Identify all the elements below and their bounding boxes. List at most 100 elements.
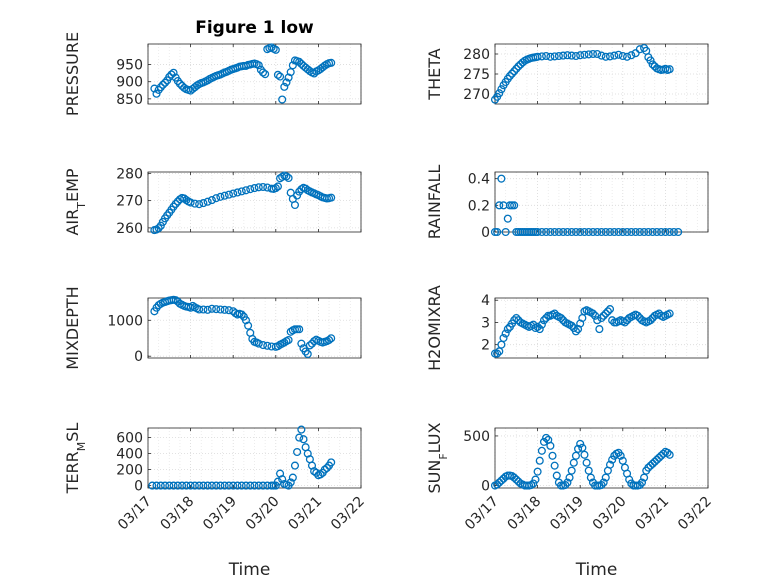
data-point xyxy=(542,313,551,323)
y-tick-label: 1000 xyxy=(107,313,143,329)
data-point xyxy=(199,199,208,208)
data-point xyxy=(635,480,644,490)
data-point xyxy=(584,466,593,475)
data-point xyxy=(156,83,165,92)
y-axis-label: AIRTEMP xyxy=(63,168,88,235)
data-point xyxy=(542,51,551,61)
data-point xyxy=(305,341,314,350)
data-point xyxy=(603,307,612,316)
data-point xyxy=(567,227,576,237)
data-point xyxy=(233,188,242,197)
data-point xyxy=(563,478,572,487)
data-point xyxy=(237,187,246,196)
data-point xyxy=(503,325,512,334)
data-point xyxy=(546,227,555,237)
data-point xyxy=(233,481,242,490)
x-tick-label: 03/17 xyxy=(115,494,155,534)
data-point xyxy=(495,89,504,98)
data-point xyxy=(537,446,546,455)
data-point xyxy=(550,461,559,470)
data-point xyxy=(554,51,563,61)
x-tick-label: 03/21 xyxy=(285,494,325,534)
data-point xyxy=(657,451,666,460)
data-point xyxy=(258,341,268,350)
data-point xyxy=(618,51,627,61)
data-point xyxy=(175,79,185,88)
data-point xyxy=(224,306,233,315)
data-point xyxy=(316,470,325,479)
data-point xyxy=(288,473,297,482)
data-point xyxy=(567,51,576,60)
data-point xyxy=(567,466,576,475)
data-point xyxy=(186,481,195,490)
y-tick-label: 400 xyxy=(116,447,143,463)
data-point xyxy=(229,481,238,490)
data-point xyxy=(650,457,659,466)
data-point xyxy=(665,65,674,74)
y-axis-label: PRESSURE xyxy=(63,32,82,116)
data-point xyxy=(246,481,255,490)
data-point xyxy=(220,481,229,490)
data-point xyxy=(512,313,521,323)
data-point xyxy=(580,50,589,59)
data-point xyxy=(273,70,282,79)
data-point xyxy=(154,224,163,233)
data-point xyxy=(186,198,195,207)
data-point xyxy=(295,433,304,442)
data-point xyxy=(550,52,559,61)
data-point xyxy=(644,227,653,237)
data-point xyxy=(542,433,551,442)
y-tick-label: 275 xyxy=(463,67,490,83)
y-tick-label: 0 xyxy=(481,479,490,495)
data-point xyxy=(652,455,661,464)
panel-2: 270 275 280 THETA xyxy=(425,43,709,105)
y-tick-label: 0.2 xyxy=(468,198,490,214)
data-point xyxy=(244,321,253,330)
x-tick-label: 03/18 xyxy=(158,494,198,534)
data-point xyxy=(160,481,170,490)
data-point xyxy=(237,310,246,319)
data-point xyxy=(495,478,504,487)
data-point xyxy=(246,185,255,194)
panel-3: 260 270 280 AIRTEMP xyxy=(63,166,362,237)
data-point xyxy=(299,435,308,444)
data-point xyxy=(535,325,544,334)
data-point xyxy=(646,461,655,470)
chart-title: Figure 1 low xyxy=(195,18,314,38)
data-point xyxy=(156,481,165,490)
x-tick-label: 03/19 xyxy=(200,494,240,534)
data-point xyxy=(295,325,304,334)
data-markers xyxy=(150,43,336,104)
data-point xyxy=(648,60,657,69)
data-point xyxy=(537,227,546,237)
data-point xyxy=(501,329,510,338)
data-point xyxy=(627,227,636,237)
data-point xyxy=(493,480,502,489)
data-point xyxy=(601,473,610,482)
data-point xyxy=(663,448,672,457)
data-point xyxy=(640,227,649,237)
data-point xyxy=(241,481,251,490)
data-point xyxy=(654,453,664,462)
panel-6: 2 3 4 H2OMIXRA xyxy=(425,285,709,371)
data-point xyxy=(499,333,508,343)
data-point xyxy=(512,475,521,484)
data-point xyxy=(539,316,549,325)
y-tick-label: 500 xyxy=(463,429,490,445)
data-point xyxy=(220,305,229,314)
data-point xyxy=(497,476,506,485)
data-point xyxy=(280,82,289,91)
data-point xyxy=(212,305,221,314)
data-point xyxy=(608,455,617,464)
data-point xyxy=(593,227,602,237)
data-point xyxy=(633,311,642,320)
data-point xyxy=(203,481,212,490)
data-point xyxy=(327,334,336,343)
x-tick-label: 03/21 xyxy=(632,494,672,534)
data-point xyxy=(199,481,208,490)
data-point xyxy=(182,481,191,490)
data-point xyxy=(278,95,287,104)
data-point xyxy=(216,192,225,201)
data-point xyxy=(199,305,208,314)
